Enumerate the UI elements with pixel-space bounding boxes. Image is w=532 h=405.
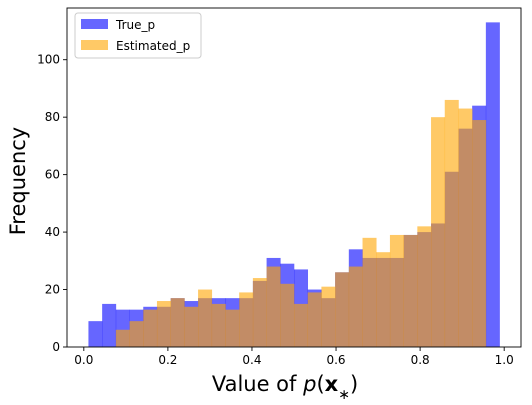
histogram-bar-estimated-p	[472, 120, 487, 347]
y-tick-label: 80	[45, 110, 60, 124]
plot-frame	[66, 7, 522, 348]
x-tick-label: 1.0	[495, 353, 514, 367]
y-tick-label: 60	[45, 168, 60, 182]
legend-swatch-estimated-p	[81, 40, 108, 50]
legend-label-true-p: True_p	[115, 18, 155, 32]
histogram-bar-estimated-p	[321, 286, 336, 347]
histogram-bar-estimated-p	[431, 117, 446, 347]
histogram-bar-estimated-p	[444, 99, 459, 347]
histogram-bar-estimated-p	[143, 309, 158, 347]
x-axis-label: Value of p(x∗)	[212, 372, 358, 403]
histogram-bar-estimated-p	[417, 226, 432, 347]
histogram-bar-estimated-p	[156, 301, 171, 347]
histogram-bar-estimated-p	[170, 298, 185, 347]
x-tick-label: 0.0	[74, 353, 93, 367]
x-tick-label: 0.8	[411, 353, 430, 367]
histogram-bar-estimated-p	[307, 292, 322, 347]
histogram-bar-estimated-p	[211, 303, 226, 347]
legend: True_p Estimated_p	[74, 12, 202, 59]
histogram-bar-estimated-p	[335, 272, 350, 347]
histogram-bar-estimated-p	[239, 292, 254, 347]
y-tick-label: 40	[45, 225, 60, 239]
histogram-bar-estimated-p	[266, 266, 281, 347]
estimated-p-bars	[115, 99, 487, 348]
histogram-bar-estimated-p	[184, 306, 199, 347]
x-tick-label: 0.6	[326, 353, 345, 367]
histogram-bar-estimated-p	[348, 266, 363, 347]
histogram-bar-estimated-p	[198, 289, 213, 347]
y-axis-ticks: 0 20 40 60 80 100	[37, 53, 67, 354]
histogram-bar-estimated-p	[280, 283, 295, 347]
y-axis-label: Frequency	[6, 127, 30, 236]
histogram-bar-estimated-p	[389, 234, 404, 347]
histogram-bar-estimated-p	[294, 303, 309, 347]
legend-swatch-true-p	[81, 19, 108, 29]
histogram-bar-estimated-p	[225, 309, 240, 347]
histogram-bar-true-p	[102, 303, 117, 347]
histogram-bar-true-p	[88, 321, 103, 347]
histogram-bar-estimated-p	[115, 329, 130, 347]
histogram-bar-true-p	[485, 22, 500, 347]
x-axis-ticks: 0.0 0.2 0.4 0.6 0.8 1.0	[74, 347, 514, 367]
legend-label-estimated-p: Estimated_p	[116, 39, 190, 53]
x-tick-label: 0.2	[158, 353, 177, 367]
y-tick-label: 20	[45, 283, 60, 297]
histogram-bar-estimated-p	[252, 278, 267, 347]
y-tick-label: 0	[52, 340, 60, 354]
histogram-bar-estimated-p	[362, 237, 377, 347]
histogram-bar-estimated-p	[403, 234, 418, 347]
histogram-bar-estimated-p	[129, 321, 144, 347]
histogram-bar-estimated-p	[458, 108, 473, 348]
y-tick-label: 100	[37, 53, 60, 67]
x-tick-label: 0.4	[242, 353, 261, 367]
histogram-bar-estimated-p	[376, 252, 391, 347]
